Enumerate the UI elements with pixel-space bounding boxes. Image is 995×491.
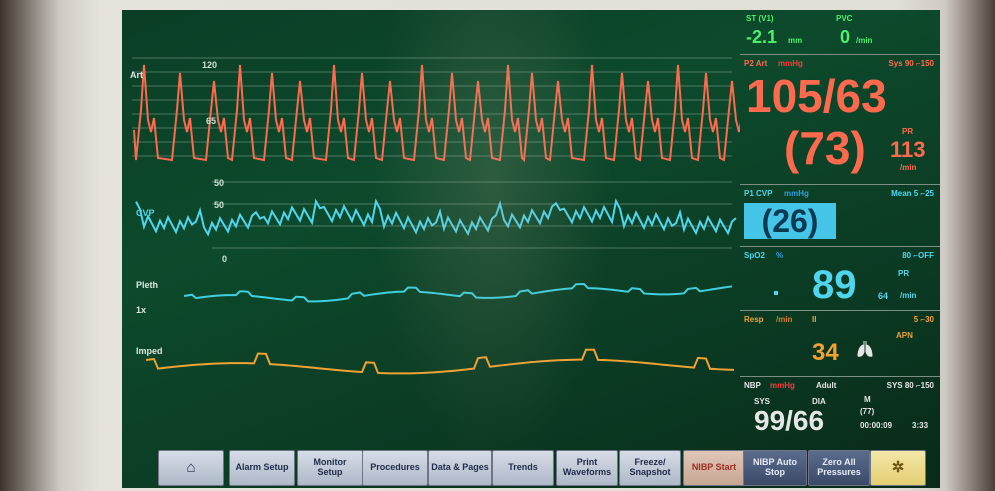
trends-button[interactable]: Trends [492,450,554,486]
cvp-scale-b: 50 [214,200,225,210]
art-mean-value: (73) [784,122,866,174]
st-unit: mm [788,36,803,45]
spo2-pr-unit: /min [900,291,917,300]
pvc-unit: /min [856,36,873,45]
resp-panel[interactable]: Resp /min II 5 ⌐30 APN 34 [740,310,940,376]
data-pages-button[interactable]: Data & Pages [428,450,492,486]
nbp-value: 99/66 [754,405,825,436]
nbp-alarm-limits: SYS 80 ⌐150 [886,381,934,390]
alarm-bell-icon: ✲ [891,458,905,476]
resp-lead: II [812,315,817,324]
pvc-label: PVC [836,14,853,23]
pleth-waveform [183,283,733,303]
cvp-panel-label: P1 CVP [744,189,773,198]
art-waveform [133,64,740,163]
nibp-auto-stop-button[interactable]: NIBP Auto Stop [743,450,807,486]
resp-unit: /min [776,315,793,324]
pvc-value: 0 [840,27,851,47]
pleth-wave-label: Pleth [136,280,159,290]
print-waveforms-button[interactable]: Print Waveforms [556,450,618,486]
st-pvc-panel: ST (V1) -2.1 mm PVC 0 /min [740,10,940,54]
spo2-alarm-limits: 80 ⌐OFF [902,251,934,260]
cvp-scale-a: 50 [214,178,225,188]
nbp-mean-value: (77) [860,407,875,416]
monitor-setup-button[interactable]: Monitor Setup [297,450,363,486]
waveform-area: Art 120 65 50 50 CVP 0 Pleth 1x Imped [122,10,740,440]
nbp-mode: Adult [816,381,837,390]
waveform-canvas [132,57,740,375]
resp-panel-label: Resp [744,315,764,324]
nibp-start-button[interactable]: NIBP Start [683,450,745,486]
silence-alarm-button[interactable]: ✲ [870,450,926,486]
nbp-mean-label: M [864,395,871,404]
button-bar: ⌂ Alarm Setup Monitor Setup Procedures D… [122,446,940,488]
imped-waveform [145,348,735,375]
spo2-pr-value: 64 [878,291,889,301]
imped-wave-label: Imped [136,346,163,356]
home-icon: ⌂ [186,458,196,476]
art-scale-top: 120 [202,60,218,70]
home-button[interactable]: ⌂ [158,450,224,486]
nbp-elapsed: 00:00:09 [860,421,893,430]
art-pressure-value: 105/63 [746,70,887,122]
zero-all-pressures-button[interactable]: Zero All Pressures [808,450,870,486]
nbp-time: 3:33 [912,421,929,430]
art-panel-label: P2 Art [744,59,768,68]
lungs-icon [856,339,874,359]
spo2-pulse-indicator [774,291,778,295]
nbp-panel-label: NBP [744,381,761,390]
spo2-unit: % [776,251,784,260]
art-pr-value: 113 [890,137,926,162]
resp-apnea-label: APN [896,331,913,340]
alarm-setup-button[interactable]: Alarm Setup [229,450,295,486]
spo2-panel[interactable]: SpO2 % 80 ⌐OFF 89 PR 64 /min [740,246,940,310]
cvp-panel[interactable]: P1 CVP mmHg Mean 5 ⌐25 (26) [740,184,940,246]
art-pr-unit: /min [900,163,917,172]
nbp-unit: mmHg [770,381,795,390]
spo2-value: 89 [812,263,857,307]
st-value: -2.1 [746,27,778,47]
spo2-panel-label: SpO2 [744,251,765,260]
st-label: ST (V1) [746,14,774,23]
freeze-snapshot-button[interactable]: Freeze/ Snapshot [619,450,681,486]
cvp-alarm-limits: Mean 5 ⌐25 [891,189,934,198]
cvp-value: (26) [744,203,836,239]
resp-value: 34 [812,339,839,366]
pleth-gain-label: 1x [136,305,147,315]
spo2-pr-label: PR [898,269,910,278]
cvp-scale-zero: 0 [222,254,228,264]
art-pr-label: PR [902,127,914,136]
art-alarm-limits: Sys 90 ⌐150 [888,59,934,68]
nbp-dia-label: DIA [812,397,826,406]
nbp-panel[interactable]: NBP mmHg Adult SYS 80 ⌐150 SYS DIA M 99/… [740,376,940,446]
nbp-sys-label: SYS [754,397,771,406]
art-panel[interactable]: P2 Art mmHg Sys 90 ⌐150 105/63 (73) PR 1… [740,54,940,184]
art-wave-label: Art [130,70,143,80]
monitor-screen: Art 120 65 50 50 CVP 0 Pleth 1x Imped ST… [122,10,940,488]
art-scale-mid: 65 [206,116,217,126]
cvp-wave-label: CVP [136,208,155,218]
cvp-waveform [135,198,737,237]
procedures-button[interactable]: Procedures [362,450,428,486]
resp-alarm-limits: 5 ⌐30 [913,315,934,324]
art-unit: mmHg [778,59,803,68]
cvp-unit: mmHg [784,189,809,198]
